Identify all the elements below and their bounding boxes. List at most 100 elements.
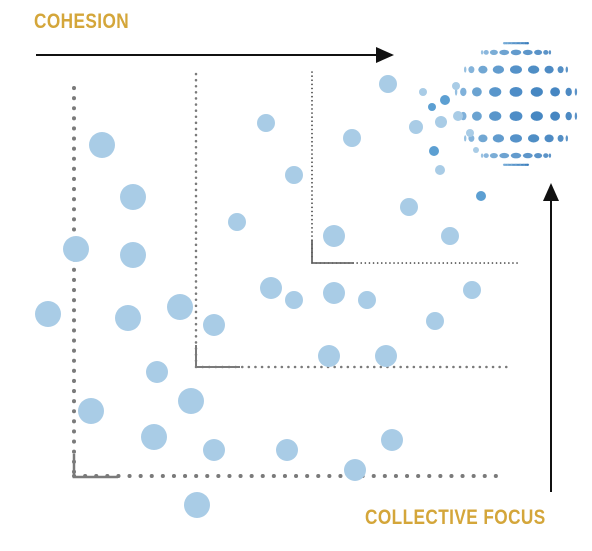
- globe-dot: [565, 87, 572, 97]
- globe-dot: [543, 50, 549, 55]
- globe-particle: [466, 129, 474, 137]
- dot: [35, 301, 61, 327]
- globe-dot: [483, 50, 489, 55]
- dot: [115, 305, 141, 331]
- globe-particle: [476, 191, 486, 201]
- globe-dot: [548, 50, 552, 55]
- globe-dot: [454, 88, 458, 96]
- dot: [141, 424, 167, 450]
- dot: [78, 398, 104, 424]
- globe-particle: [429, 146, 439, 156]
- globe-dot: [489, 111, 502, 121]
- dot: [285, 291, 303, 309]
- globe-particle: [428, 103, 436, 111]
- dot: [441, 227, 459, 245]
- dot: [358, 291, 376, 309]
- dot: [203, 314, 225, 336]
- dot: [63, 236, 89, 262]
- globe-dot: [557, 66, 564, 74]
- dot: [120, 242, 146, 268]
- globe-dot: [544, 65, 554, 74]
- globe-dot: [528, 134, 540, 143]
- globe-particle: [473, 147, 479, 153]
- globe-dot: [464, 135, 467, 142]
- globe-dot: [522, 49, 533, 56]
- globe-dot: [550, 87, 560, 97]
- globe-dot: [492, 65, 504, 74]
- dot: [120, 184, 146, 210]
- globe-dot: [460, 87, 467, 97]
- dot: [323, 282, 345, 304]
- globe-dot: [499, 49, 510, 56]
- globe-dot: [464, 66, 467, 73]
- dot: [379, 75, 397, 93]
- globe-dot: [489, 153, 498, 159]
- globe-dot: [510, 134, 522, 143]
- globe-dot: [526, 42, 530, 45]
- globe-dot: [489, 49, 498, 56]
- dot: [257, 114, 275, 132]
- dot: [260, 277, 282, 299]
- globe-dot: [528, 65, 540, 74]
- globe-dot: [468, 66, 475, 74]
- dot: [318, 345, 340, 367]
- globe-dot: [534, 49, 543, 56]
- globe-dot: [557, 134, 564, 142]
- globe-dot: [478, 65, 488, 74]
- globe-dot: [565, 111, 572, 121]
- dotted-globe-icon: [409, 42, 578, 201]
- globe-dot: [480, 153, 484, 158]
- dot: [400, 198, 418, 216]
- dot: [381, 429, 403, 451]
- globe-dot: [489, 87, 502, 97]
- middle-bracket-corner: [195, 345, 240, 368]
- dot: [375, 345, 397, 367]
- globe-particle: [452, 82, 460, 90]
- dot: [463, 281, 481, 299]
- globe-dot: [565, 66, 568, 73]
- inner-bracket-corner: [311, 240, 354, 264]
- globe-dot: [534, 153, 543, 159]
- dot: [343, 129, 361, 147]
- dot: [184, 492, 210, 518]
- collective-focus-label: COLLECTIVE FOCUS: [365, 506, 546, 529]
- globe-particle: [419, 88, 427, 96]
- globe-dot: [530, 111, 543, 121]
- globe-dot: [472, 87, 482, 97]
- scattered-dots: [35, 75, 481, 518]
- dot: [178, 388, 204, 414]
- dot: [285, 166, 303, 184]
- dot: [323, 225, 345, 247]
- globe-particle: [435, 116, 447, 128]
- globe-particle: [440, 95, 450, 105]
- nested-brackets: [72, 71, 519, 479]
- globe-dot: [472, 111, 482, 121]
- globe-particle: [435, 165, 445, 175]
- dot: [146, 361, 168, 383]
- globe-dot: [492, 134, 504, 143]
- globe-dot: [509, 111, 523, 121]
- dot: [276, 439, 298, 461]
- globe-dot: [509, 87, 523, 97]
- globe-dot: [548, 153, 552, 158]
- cohesion-label: COHESION: [34, 10, 130, 33]
- globe-dot: [544, 134, 554, 143]
- outer-bracket-corner: [72, 454, 118, 479]
- globe-dot: [510, 65, 522, 74]
- globe-dot: [483, 153, 489, 159]
- globe-dot: [530, 87, 543, 97]
- axis-arrows: [36, 47, 559, 492]
- globe-dot: [510, 152, 522, 159]
- dot: [167, 294, 193, 320]
- globe-dot: [478, 134, 488, 143]
- globe-dot: [522, 152, 533, 159]
- globe-dot: [574, 88, 578, 96]
- dot: [89, 132, 115, 158]
- globe-dot: [480, 50, 484, 55]
- globe-dot: [574, 112, 578, 120]
- dot: [228, 213, 246, 231]
- globe-dot: [510, 49, 522, 56]
- dot: [426, 312, 444, 330]
- globe-particle: [453, 111, 463, 121]
